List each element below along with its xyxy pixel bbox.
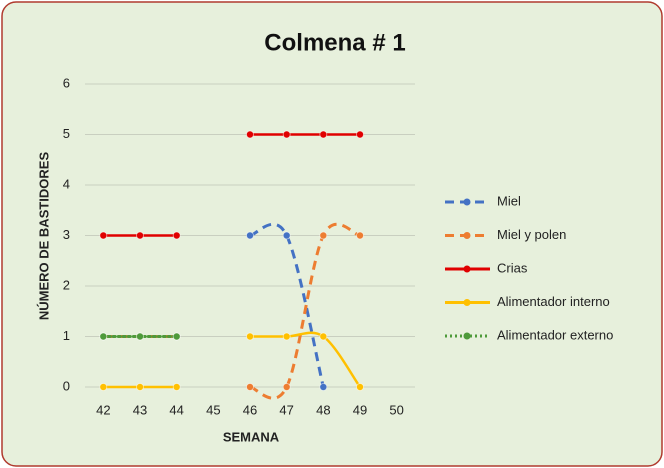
data-point (136, 383, 144, 391)
y-tick-label: 1 (63, 328, 70, 343)
x-tick-label: 48 (316, 402, 330, 417)
legend-label: Alimentador interno (497, 294, 610, 309)
x-tick-label: 45 (206, 402, 220, 417)
data-point (319, 231, 328, 240)
legend-label: Crias (497, 260, 528, 275)
chart-title: Colmena # 1 (264, 29, 405, 56)
x-tick-label: 49 (353, 402, 367, 417)
y-tick-label: 5 (63, 126, 70, 141)
data-point (356, 130, 364, 139)
legend-marker (463, 299, 471, 306)
x-tick-label: 46 (243, 402, 257, 417)
data-point (172, 383, 181, 391)
legend-label: Miel (497, 193, 521, 208)
legend-marker (463, 332, 471, 340)
legend-label: Alimentador externo (497, 327, 613, 342)
x-tick-label: 50 (389, 402, 403, 417)
data-point (246, 130, 254, 139)
data-point (282, 130, 291, 139)
data-point (319, 332, 328, 341)
data-point (282, 332, 291, 341)
x-tick-label: 47 (279, 402, 293, 417)
data-point (136, 231, 144, 240)
data-point (246, 231, 254, 240)
legend-marker (463, 198, 471, 206)
y-tick-label: 2 (63, 277, 70, 292)
data-point (172, 231, 181, 240)
data-point (319, 130, 328, 139)
y-tick-label: 3 (63, 227, 70, 242)
y-axis-title: NÚMERO DE BASTIDORES (36, 152, 51, 321)
x-tick-label: 44 (169, 402, 183, 417)
x-tick-label: 42 (96, 402, 110, 417)
data-point (172, 332, 181, 341)
data-point (99, 332, 108, 341)
x-axis-title: SEMANA (223, 429, 280, 444)
data-point (136, 332, 144, 341)
data-point (356, 231, 364, 240)
y-tick-label: 0 (63, 378, 70, 393)
x-tick-label: 43 (133, 402, 147, 417)
data-point (99, 231, 108, 240)
data-point (282, 231, 291, 240)
data-point (246, 383, 254, 391)
data-point (319, 383, 328, 391)
data-point (246, 332, 254, 341)
legend-marker (463, 265, 471, 273)
legend-label: Miel y polen (497, 227, 566, 242)
data-point (356, 383, 364, 391)
y-tick-label: 6 (63, 75, 70, 90)
data-point (282, 383, 291, 391)
legend-marker (463, 232, 471, 239)
data-point (99, 383, 108, 391)
y-tick-label: 4 (63, 176, 70, 191)
